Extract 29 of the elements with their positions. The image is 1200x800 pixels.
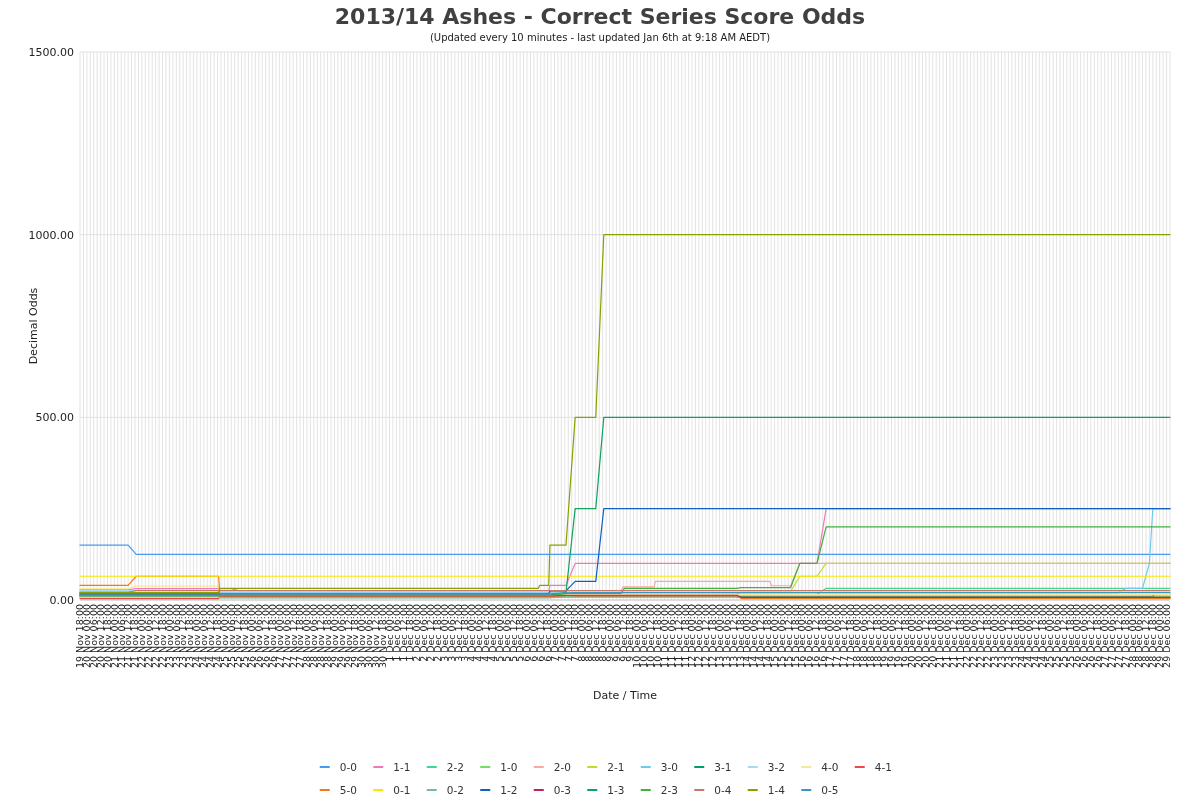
legend-label: 2-2 xyxy=(446,760,464,773)
legend-label: 2-0 xyxy=(553,760,571,773)
y-axis-title: Decimal Odds xyxy=(27,287,40,365)
legend-label: 1-3 xyxy=(607,783,625,796)
y-tick-label: 1500.00 xyxy=(28,45,74,59)
legend-label: 1-2 xyxy=(500,783,518,796)
legend-label: 3-1 xyxy=(714,760,732,773)
legend-label: 4-1 xyxy=(874,760,892,773)
legend-label: 3-2 xyxy=(767,760,785,773)
legend-label: 5-0 xyxy=(339,783,357,796)
legend-label: 0-0 xyxy=(339,760,357,773)
legend-label: 0-2 xyxy=(446,783,464,796)
x-axis-title: Date / Time xyxy=(593,689,658,702)
legend-label: 1-4 xyxy=(767,783,786,796)
legend-label: 0-3 xyxy=(553,783,571,796)
y-tick-label: 0.00 xyxy=(49,593,74,607)
chart-title: 2013/14 Ashes - Correct Series Score Odds xyxy=(334,4,866,29)
legend-label: 0-1 xyxy=(393,783,411,796)
legend-label: 3-0 xyxy=(660,760,678,773)
legend-label: 0-5 xyxy=(821,783,839,796)
legend-label: 4-0 xyxy=(821,760,839,773)
chart-subtitle: (Updated every 10 minutes - last updated Jan 6th at 9:18 AM AEDT) xyxy=(429,32,771,43)
legend-label: 2-3 xyxy=(660,783,678,796)
legend-label: 0-4 xyxy=(714,783,732,796)
legend-label: 2-1 xyxy=(607,760,625,773)
legend-label: 1-1 xyxy=(393,760,411,773)
y-tick-label: 500.00 xyxy=(35,411,74,425)
y-tick-label: 1000.00 xyxy=(28,228,74,242)
legend-label: 1-0 xyxy=(500,760,518,773)
